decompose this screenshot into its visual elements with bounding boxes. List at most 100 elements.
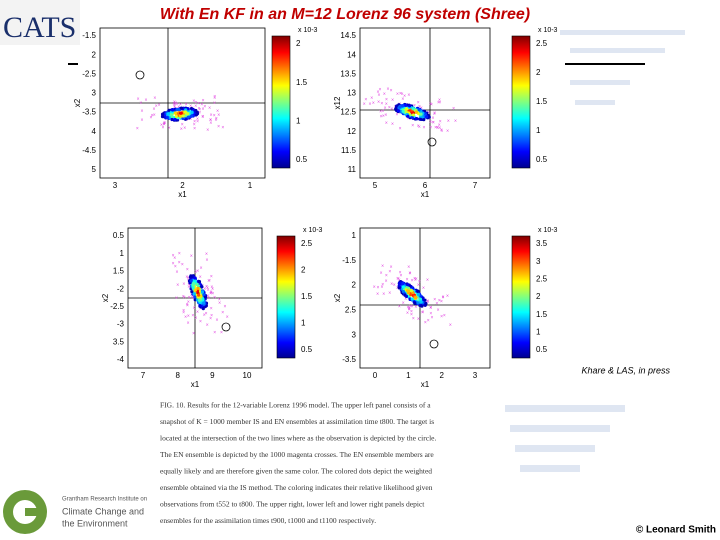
en-member: × bbox=[211, 286, 214, 292]
en-member: × bbox=[158, 102, 161, 108]
x-tick-label: 5 bbox=[373, 181, 378, 190]
is-member bbox=[418, 297, 423, 301]
en-member: × bbox=[218, 300, 221, 306]
y-tick-label: 3 bbox=[92, 89, 97, 98]
en-member: × bbox=[215, 116, 218, 122]
en-member: × bbox=[415, 276, 418, 282]
en-member: × bbox=[151, 113, 154, 119]
is-member bbox=[181, 116, 185, 121]
is-member bbox=[186, 107, 190, 111]
en-member: × bbox=[398, 277, 401, 283]
y-tick-label: 2 bbox=[352, 281, 357, 290]
en-member: × bbox=[199, 274, 202, 280]
y-tick-label: 11.5 bbox=[341, 146, 357, 155]
en-member: × bbox=[429, 102, 432, 108]
is-member bbox=[185, 112, 190, 116]
is-member bbox=[420, 304, 424, 308]
en-member: × bbox=[388, 105, 391, 111]
en-member: × bbox=[195, 100, 198, 106]
y-tick-label: -4.5 bbox=[82, 146, 96, 155]
en-member: × bbox=[408, 270, 411, 276]
is-member bbox=[191, 286, 195, 290]
en-member: × bbox=[402, 301, 405, 307]
en-member: × bbox=[210, 285, 213, 291]
colorbar-tick-label: 2 bbox=[536, 68, 541, 77]
en-member: × bbox=[172, 253, 175, 259]
title: With En KF in an M=12 Lorenz 96 system (… bbox=[160, 6, 530, 23]
en-member: × bbox=[185, 118, 188, 124]
en-member: × bbox=[209, 117, 212, 123]
en-member: × bbox=[168, 125, 171, 131]
is-member bbox=[183, 110, 187, 114]
y-tick-label: -4 bbox=[117, 355, 125, 364]
en-member: × bbox=[205, 251, 208, 257]
en-member: × bbox=[175, 296, 178, 302]
en-member: × bbox=[214, 118, 217, 124]
en-member: × bbox=[385, 279, 388, 285]
is-member bbox=[197, 293, 201, 297]
is-member bbox=[416, 292, 420, 296]
en-member: × bbox=[199, 306, 202, 312]
y-tick-label: 14.5 bbox=[340, 31, 356, 40]
en-member: × bbox=[427, 110, 430, 116]
is-member bbox=[197, 298, 202, 302]
is-member bbox=[411, 113, 416, 117]
en-member: × bbox=[196, 310, 199, 316]
observation bbox=[135, 70, 145, 80]
is-member bbox=[189, 279, 193, 283]
en-member: × bbox=[209, 316, 212, 322]
y-tick-label: 1.5 bbox=[113, 267, 125, 276]
en-member: × bbox=[182, 310, 185, 316]
en-member: × bbox=[417, 124, 420, 130]
en-member: × bbox=[399, 110, 402, 116]
is-member bbox=[401, 285, 405, 289]
en-member: × bbox=[446, 294, 449, 300]
en-member: × bbox=[210, 112, 213, 118]
en-member: × bbox=[417, 100, 420, 106]
en-member: × bbox=[385, 101, 388, 107]
is-member bbox=[194, 113, 198, 117]
en-member: × bbox=[378, 92, 381, 98]
en-member: × bbox=[422, 286, 425, 292]
en-member: × bbox=[196, 117, 199, 123]
x-tick-label: 2 bbox=[180, 181, 185, 190]
en-member: × bbox=[370, 96, 373, 102]
en-member: × bbox=[163, 122, 166, 128]
y-tick-label: 1 bbox=[352, 231, 357, 240]
plot-frame bbox=[359, 227, 491, 369]
en-member: × bbox=[213, 96, 216, 102]
en-member: × bbox=[203, 286, 206, 292]
en-member: × bbox=[432, 120, 435, 126]
en-member: × bbox=[385, 273, 388, 279]
is-member bbox=[165, 116, 169, 120]
en-member: × bbox=[414, 305, 417, 311]
is-member bbox=[193, 288, 197, 292]
en-member: × bbox=[409, 304, 412, 310]
en-member: × bbox=[396, 92, 399, 98]
en-member: × bbox=[201, 114, 204, 120]
x-axis-label: x1 bbox=[178, 190, 187, 199]
en-member: × bbox=[140, 109, 143, 115]
en-member: × bbox=[216, 108, 219, 114]
x-tick-label: 3 bbox=[113, 181, 118, 190]
en-member: × bbox=[197, 101, 200, 107]
en-member: × bbox=[182, 308, 185, 314]
en-member: × bbox=[210, 313, 213, 319]
en-member: × bbox=[164, 121, 167, 127]
en-member: × bbox=[373, 285, 376, 291]
is-member bbox=[419, 117, 423, 121]
en-member: × bbox=[411, 278, 414, 284]
en-member: × bbox=[200, 102, 203, 108]
en-member: × bbox=[206, 293, 209, 299]
is-member bbox=[173, 111, 177, 115]
is-member bbox=[422, 118, 426, 122]
en-member: × bbox=[185, 102, 188, 108]
is-member bbox=[200, 285, 204, 289]
is-member bbox=[416, 289, 420, 294]
en-member: × bbox=[174, 264, 177, 270]
en-member: × bbox=[436, 125, 439, 131]
en-member: × bbox=[400, 273, 403, 279]
en-member: × bbox=[382, 109, 385, 115]
en-member: × bbox=[391, 121, 394, 127]
en-member: × bbox=[176, 102, 179, 108]
